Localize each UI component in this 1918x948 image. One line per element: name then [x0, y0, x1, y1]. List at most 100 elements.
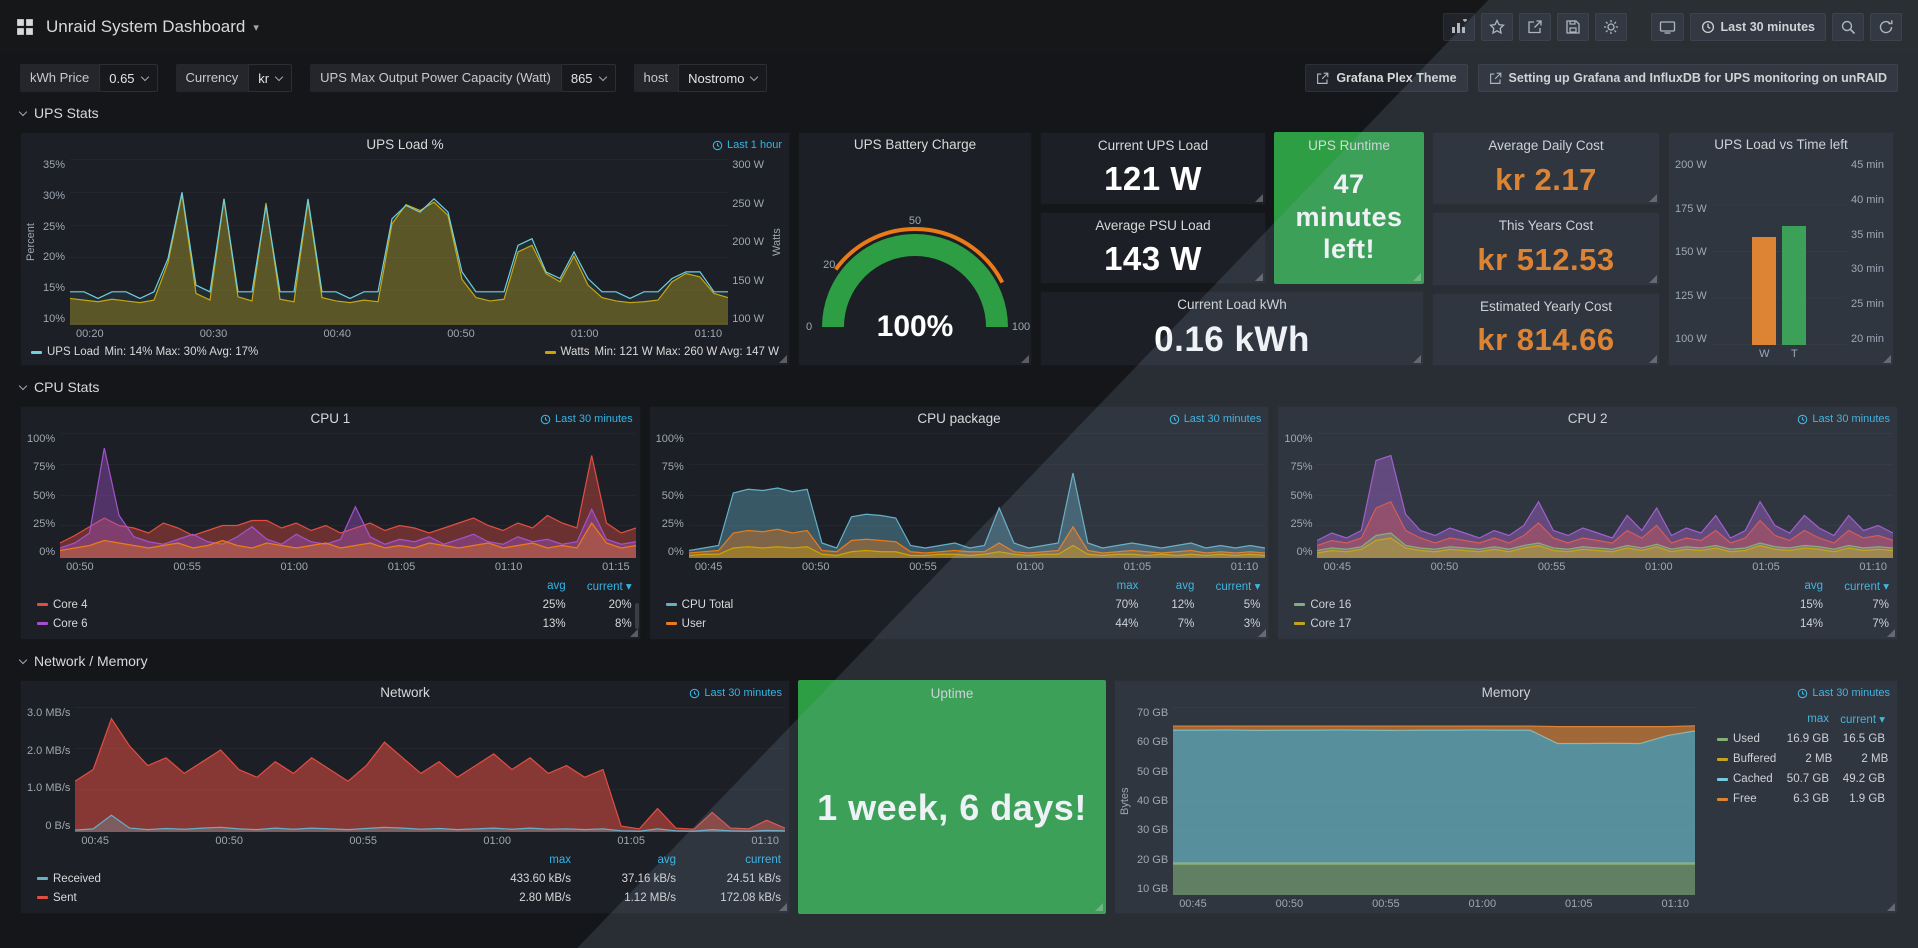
- legend-item[interactable]: Core 17: [1286, 618, 1765, 630]
- section-header-cpu-stats[interactable]: CPU Stats: [18, 374, 1898, 400]
- panel-title[interactable]: Estimated Yearly Cost: [1479, 298, 1613, 314]
- panel-title[interactable]: Uptime: [930, 686, 974, 701]
- link-grafana-plex-theme[interactable]: Grafana Plex Theme: [1305, 64, 1468, 92]
- chart-plot[interactable]: [1173, 707, 1696, 895]
- legend-sort-header-avg[interactable]: avg: [547, 579, 566, 592]
- panel-title[interactable]: CPU 2: [1567, 411, 1608, 426]
- panel-resize-handle[interactable]: [629, 629, 638, 637]
- legend-sort-header-avg[interactable]: avg: [1804, 579, 1824, 592]
- chart-canvas[interactable]: [70, 159, 729, 325]
- chevron-down-icon: [18, 107, 28, 116]
- panel-resize-handle[interactable]: [1649, 274, 1657, 283]
- dashboard-title[interactable]: Unraid System Dashboard ▾: [46, 17, 259, 37]
- refresh-button[interactable]: [1870, 13, 1902, 41]
- panel-ups-load: UPS Load % Last 1 hour Percent 35% 30% 25%…: [20, 132, 790, 366]
- panel-resize-handle[interactable]: [1255, 193, 1263, 202]
- panel-resize-handle[interactable]: [1413, 273, 1421, 281]
- legend-sort-header-max[interactable]: max: [1116, 579, 1139, 592]
- chart-plot[interactable]: [70, 159, 729, 325]
- chart-plot[interactable]: [1317, 433, 1894, 558]
- panel-resize-handle[interactable]: [1021, 355, 1029, 363]
- variable-value-dropdown[interactable]: 0.65: [99, 64, 158, 92]
- legend-sort-header-avg[interactable]: avg: [1175, 579, 1195, 592]
- panel-cpu-package: CPU package Last 30 minutes 100% 75% 50% 25…: [648, 406, 1270, 640]
- panel-title[interactable]: UPS Load %: [366, 137, 444, 152]
- legend-item[interactable]: Received: [29, 873, 466, 885]
- panel-resize-handle[interactable]: [1258, 629, 1267, 637]
- variable-value-dropdown[interactable]: Nostromo: [678, 64, 768, 92]
- chart-plot[interactable]: [75, 707, 786, 832]
- panel-title[interactable]: Average Daily Cost: [1488, 138, 1604, 153]
- tv-mode-button[interactable]: [1650, 13, 1684, 41]
- panel-resize-handle[interactable]: [1255, 273, 1263, 281]
- chart-plot[interactable]: [60, 433, 637, 558]
- legend-item[interactable]: Core 6: [29, 618, 508, 630]
- panel-resize-handle[interactable]: [779, 903, 787, 911]
- chart-canvas[interactable]: [1317, 433, 1894, 558]
- panel-title[interactable]: This Years Cost: [1498, 218, 1594, 234]
- section-header-ups-stats[interactable]: UPS Stats: [18, 100, 1898, 126]
- legend-sort-header-current[interactable]: current ▾: [1844, 580, 1890, 593]
- legend-item[interactable]: Sent: [29, 892, 466, 904]
- chart-canvas[interactable]: [60, 433, 637, 558]
- panel-title[interactable]: CPU 1: [310, 411, 351, 426]
- legend-item[interactable]: Free: [1709, 793, 1773, 805]
- gauge-canvas: [822, 227, 1008, 328]
- star-button[interactable]: [1480, 13, 1513, 41]
- legend-sort-header-current[interactable]: current ▾: [1840, 714, 1885, 726]
- legend-item[interactable]: Used: [1709, 733, 1773, 745]
- add-panel-button[interactable]: [1442, 13, 1475, 41]
- legend-sort-header-max[interactable]: max: [549, 853, 571, 866]
- legend-item[interactable]: User: [658, 618, 1083, 630]
- panel-title[interactable]: Average PSU Load: [1095, 217, 1211, 233]
- legend-item[interactable]: Watts Min: 121 W Max: 260 W Avg: 147 W: [544, 346, 779, 358]
- bar-T[interactable]: T: [1782, 159, 1807, 363]
- legend-sort-header-avg[interactable]: avg: [657, 853, 676, 866]
- save-button[interactable]: [1556, 13, 1589, 41]
- chart-canvas[interactable]: [1173, 707, 1696, 895]
- panel-title[interactable]: UPS Load vs Time left: [1714, 137, 1848, 152]
- variable-value-dropdown[interactable]: 865: [560, 64, 616, 92]
- share-button[interactable]: [1518, 13, 1551, 41]
- legend-item[interactable]: CPU Total: [658, 599, 1083, 611]
- chart-canvas[interactable]: [75, 707, 786, 832]
- panel-title[interactable]: Network: [380, 685, 430, 700]
- link-ups-monitoring-guide[interactable]: Setting up Grafana and InfluxDB for UPS …: [1477, 64, 1898, 92]
- legend-item[interactable]: Cached: [1709, 773, 1773, 785]
- axis-tick: 01:05: [1752, 561, 1780, 573]
- legend-sort-header-current[interactable]: current ▾: [586, 580, 632, 593]
- bar-W[interactable]: W: [1752, 159, 1777, 363]
- grafana-menu-icon[interactable]: [16, 18, 34, 36]
- panel-title[interactable]: Memory: [1481, 685, 1531, 700]
- chart-plot[interactable]: [688, 433, 1265, 558]
- panel-resize-handle[interactable]: [1649, 354, 1657, 363]
- panel-title[interactable]: Current Load kWh: [1177, 297, 1287, 312]
- legend-item[interactable]: Core 16: [1286, 599, 1765, 611]
- search-button[interactable]: [1832, 13, 1864, 41]
- legend-item[interactable]: Core 4: [29, 599, 508, 611]
- panel-resize-handle[interactable]: [779, 355, 787, 363]
- variable-value-dropdown[interactable]: kr: [248, 64, 293, 92]
- legend-sort-header-current[interactable]: current ▾: [1215, 580, 1261, 593]
- time-range-button[interactable]: Last 30 minutes: [1689, 13, 1826, 41]
- legend-series-color: [1294, 603, 1306, 606]
- legend-sort-header-current[interactable]: current: [745, 853, 781, 866]
- panel-resize-handle[interactable]: [1887, 629, 1896, 637]
- panel-resize-handle[interactable]: [1413, 355, 1421, 363]
- legend-sort-header-max[interactable]: max: [1807, 713, 1829, 725]
- legend-item[interactable]: Buffered: [1709, 753, 1776, 765]
- panel-ups-runtime: UPS Runtime 47 minutes left!: [1274, 132, 1424, 284]
- settings-button[interactable]: [1594, 13, 1627, 41]
- panel-resize-handle[interactable]: [1883, 355, 1891, 363]
- legend-item[interactable]: UPS Load Min: 14% Max: 30% Avg: 17%: [31, 346, 258, 358]
- panel-resize-handle[interactable]: [1649, 194, 1657, 203]
- chart-canvas[interactable]: [688, 433, 1265, 558]
- panel-title[interactable]: UPS Battery Charge: [853, 137, 977, 152]
- panel-title[interactable]: UPS Runtime: [1308, 138, 1390, 153]
- panel-resize-handle[interactable]: [1887, 903, 1895, 911]
- panel-title[interactable]: CPU package: [917, 411, 1001, 426]
- panel-resize-handle[interactable]: [1095, 903, 1103, 911]
- section-header-network-memory[interactable]: Network / Memory: [18, 648, 1898, 674]
- panel-title[interactable]: Current UPS Load: [1097, 138, 1209, 153]
